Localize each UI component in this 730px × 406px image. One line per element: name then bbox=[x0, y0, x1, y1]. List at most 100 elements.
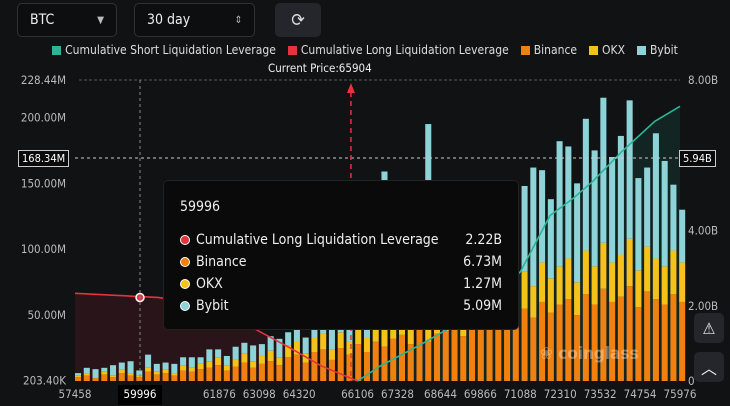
binance-bar bbox=[206, 367, 213, 381]
bybit-bar bbox=[328, 328, 335, 350]
okx-bar bbox=[136, 375, 143, 378]
binance-bar bbox=[556, 304, 563, 381]
binance-bar bbox=[267, 361, 274, 381]
binance-bar bbox=[652, 299, 659, 381]
binance-bar bbox=[250, 367, 257, 381]
okx-bar bbox=[302, 353, 309, 363]
bybit-bar bbox=[250, 345, 257, 362]
x-tick: 63098 bbox=[243, 387, 276, 401]
bybit-bar bbox=[145, 354, 152, 368]
binance-bar bbox=[407, 344, 414, 381]
bybit-bar bbox=[215, 349, 222, 358]
x-tick: 69866 bbox=[464, 387, 497, 401]
refresh-button[interactable]: ⟳ bbox=[275, 3, 321, 37]
y-right-tick: 0 bbox=[688, 374, 695, 388]
coin-select[interactable]: BTC ▼ bbox=[17, 3, 117, 37]
binance-bar bbox=[355, 344, 362, 381]
okx-bar bbox=[661, 266, 668, 305]
legend-okx[interactable]: OKX bbox=[589, 43, 625, 57]
bybit-bar bbox=[644, 167, 651, 247]
binance-bar bbox=[504, 315, 511, 381]
bybit-bar bbox=[118, 362, 125, 370]
current-price-label: Current Price:65904 bbox=[268, 61, 372, 75]
tooltip-row: Bybit 5.09M bbox=[180, 295, 502, 317]
series-dot-icon bbox=[180, 235, 190, 245]
legend-long[interactable]: Cumulative Long Liquidation Leverage bbox=[287, 43, 509, 57]
binance-bar bbox=[442, 330, 449, 381]
bybit-bar bbox=[83, 367, 90, 374]
y-left-tick: 50.00M bbox=[27, 308, 66, 322]
alert-button[interactable]: ⚠ bbox=[694, 313, 724, 343]
okx-bar bbox=[381, 329, 388, 347]
tooltip-row: Cumulative Long Liquidation Leverage 2.22… bbox=[180, 229, 502, 251]
x-tick: 57458 bbox=[59, 387, 92, 401]
bybit-bar bbox=[223, 355, 230, 366]
crosshair-x-label: 59996 bbox=[124, 387, 157, 401]
bybit-bar bbox=[180, 357, 187, 366]
current-price-arrow-icon bbox=[346, 83, 355, 93]
okx-bar bbox=[626, 238, 633, 287]
coin-value: BTC bbox=[30, 12, 55, 28]
x-tick: 67328 bbox=[381, 387, 414, 401]
binance-bar bbox=[118, 373, 125, 381]
legend-bybit[interactable]: Bybit bbox=[637, 43, 678, 57]
bybit-bar bbox=[652, 133, 659, 259]
period-select[interactable]: 30 day ⇕ bbox=[134, 3, 255, 37]
series-dot-icon bbox=[180, 301, 190, 311]
bybit-bar bbox=[267, 336, 274, 351]
bybit-bar bbox=[285, 332, 292, 346]
binance-bar bbox=[635, 307, 642, 381]
legend-binance[interactable]: Binance bbox=[520, 43, 577, 57]
okx-bar bbox=[425, 321, 432, 342]
series-dot-icon bbox=[180, 257, 190, 267]
okx-bar bbox=[556, 266, 563, 305]
okx-bar bbox=[206, 361, 213, 368]
up-down-chevron-icon: ⇕ bbox=[234, 14, 242, 26]
binance-bar bbox=[547, 312, 554, 381]
binance-bar bbox=[591, 304, 598, 381]
binance-bar bbox=[83, 375, 90, 381]
binance-bar bbox=[469, 321, 476, 381]
okx-bar bbox=[320, 333, 327, 350]
binance-bar bbox=[258, 363, 265, 381]
okx-bar bbox=[328, 349, 335, 360]
binance-bar bbox=[416, 328, 423, 381]
bybit-bar bbox=[276, 338, 283, 358]
binance-bar bbox=[460, 336, 467, 381]
tooltip-row: OKX 1.27M bbox=[180, 273, 502, 295]
okx-bar bbox=[355, 325, 362, 345]
okx-bar bbox=[547, 278, 554, 313]
binance-bar bbox=[363, 352, 370, 381]
binance-bar bbox=[320, 349, 327, 381]
binance-bar bbox=[215, 365, 222, 381]
okx-bar bbox=[539, 262, 546, 302]
okx-bar bbox=[232, 359, 239, 367]
binance-bar bbox=[372, 341, 379, 381]
okx-bar bbox=[258, 355, 265, 364]
tooltip-row-label: OKX bbox=[196, 276, 223, 292]
tooltip: 59996 Cumulative Long Liquidation Levera… bbox=[163, 180, 519, 330]
bybit-bar bbox=[521, 185, 528, 272]
okx-bar bbox=[565, 258, 572, 300]
okx-bar bbox=[337, 332, 344, 349]
binance-bar bbox=[153, 374, 160, 381]
bybit-bar bbox=[241, 342, 248, 354]
bybit-bar bbox=[206, 349, 213, 362]
bybit-bar bbox=[188, 357, 195, 368]
bybit-bar bbox=[110, 365, 117, 376]
legend-short[interactable]: Cumulative Short Liquidation Leverage bbox=[52, 43, 276, 57]
bybit-bar bbox=[556, 141, 563, 267]
okx-bar bbox=[574, 282, 581, 316]
bybit-bar bbox=[609, 157, 616, 263]
okx-bar bbox=[293, 341, 300, 355]
bybit-bar bbox=[591, 150, 598, 267]
binance-bar bbox=[600, 288, 607, 381]
scroll-top-button[interactable]: ︿ bbox=[694, 352, 724, 382]
okx-bar bbox=[180, 365, 187, 371]
okx-bar bbox=[521, 271, 528, 309]
y-left-tick: 203.40K bbox=[23, 374, 66, 388]
bybit-bar bbox=[162, 362, 169, 370]
binance-bar bbox=[609, 301, 616, 381]
bybit-bar bbox=[171, 363, 178, 374]
